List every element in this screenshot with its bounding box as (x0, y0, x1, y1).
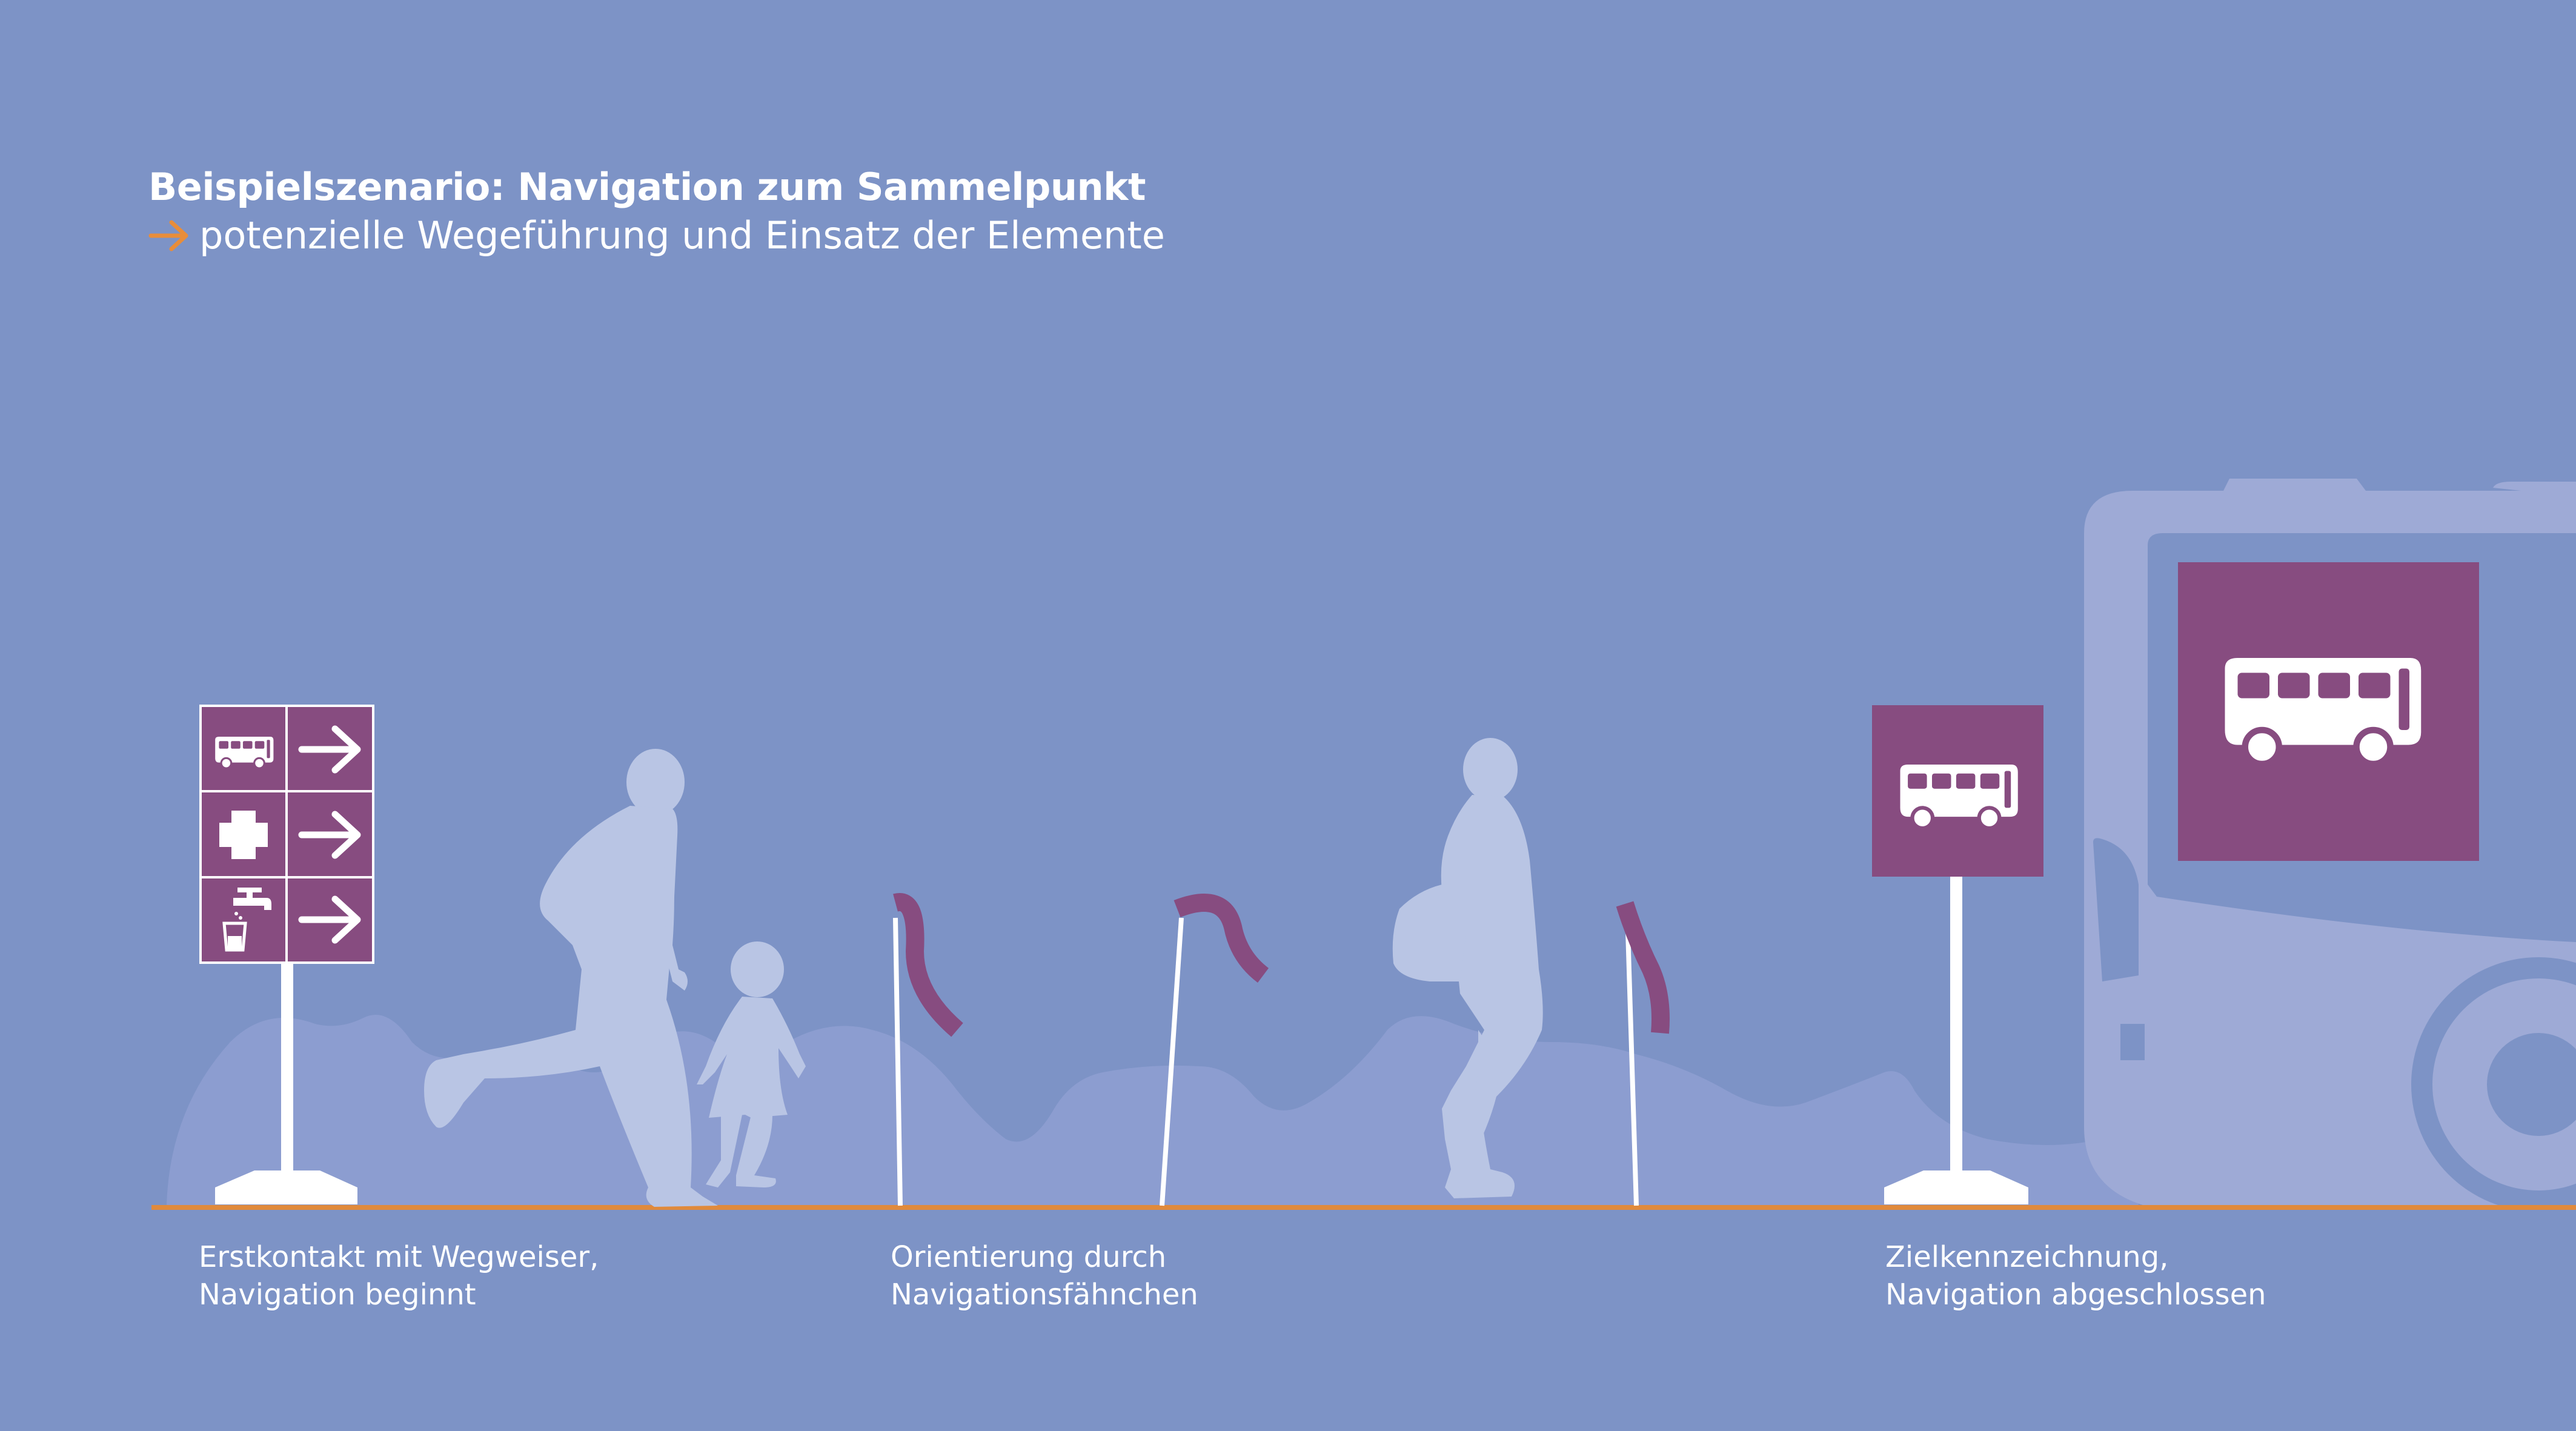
caption-start: Erstkontakt mit Wegweiser, Navigation be… (199, 1238, 599, 1313)
navigation-flag-3 (1616, 901, 1670, 1206)
child-silhouette (697, 941, 806, 1187)
caption-line: Orientierung durch (891, 1240, 1167, 1274)
caption-destination: Zielkennzeichnung, Navigation abgeschlos… (1885, 1238, 2266, 1313)
background-hills (167, 1015, 2139, 1206)
caption-flags: Orientierung durch Navigationsfähnchen (891, 1238, 1198, 1313)
water-tap-icon (222, 888, 271, 952)
ground-line (151, 1205, 2576, 1210)
diagram-subtitle: potenzielle Wegeführung und Einsatz der … (148, 213, 1165, 257)
caption-line: Navigation beginnt (199, 1278, 476, 1312)
first-aid-cross-icon (219, 811, 268, 859)
diagram-title: Beispielszenario: Navigation zum Sammelp… (148, 165, 1146, 209)
running-adult-silhouette (424, 749, 718, 1207)
navigation-flag-1 (893, 893, 963, 1206)
subtitle-text: potenzielle Wegeführung und Einsatz der … (199, 213, 1165, 257)
walking-adult-silhouette (1392, 738, 1543, 1198)
arrow-right-icon (148, 220, 188, 251)
navigation-flag-2 (1160, 894, 1269, 1206)
bus-window-sign (2178, 562, 2479, 861)
caption-line: Erstkontakt mit Wegweiser, (199, 1240, 599, 1274)
direction-signpost (199, 705, 374, 1204)
caption-line: Navigation abgeschlossen (1885, 1278, 2266, 1312)
destination-signpost (1872, 705, 2043, 1204)
caption-line: Navigationsfähnchen (891, 1278, 1198, 1312)
caption-line: Zielkennzeichnung, (1885, 1240, 2169, 1274)
